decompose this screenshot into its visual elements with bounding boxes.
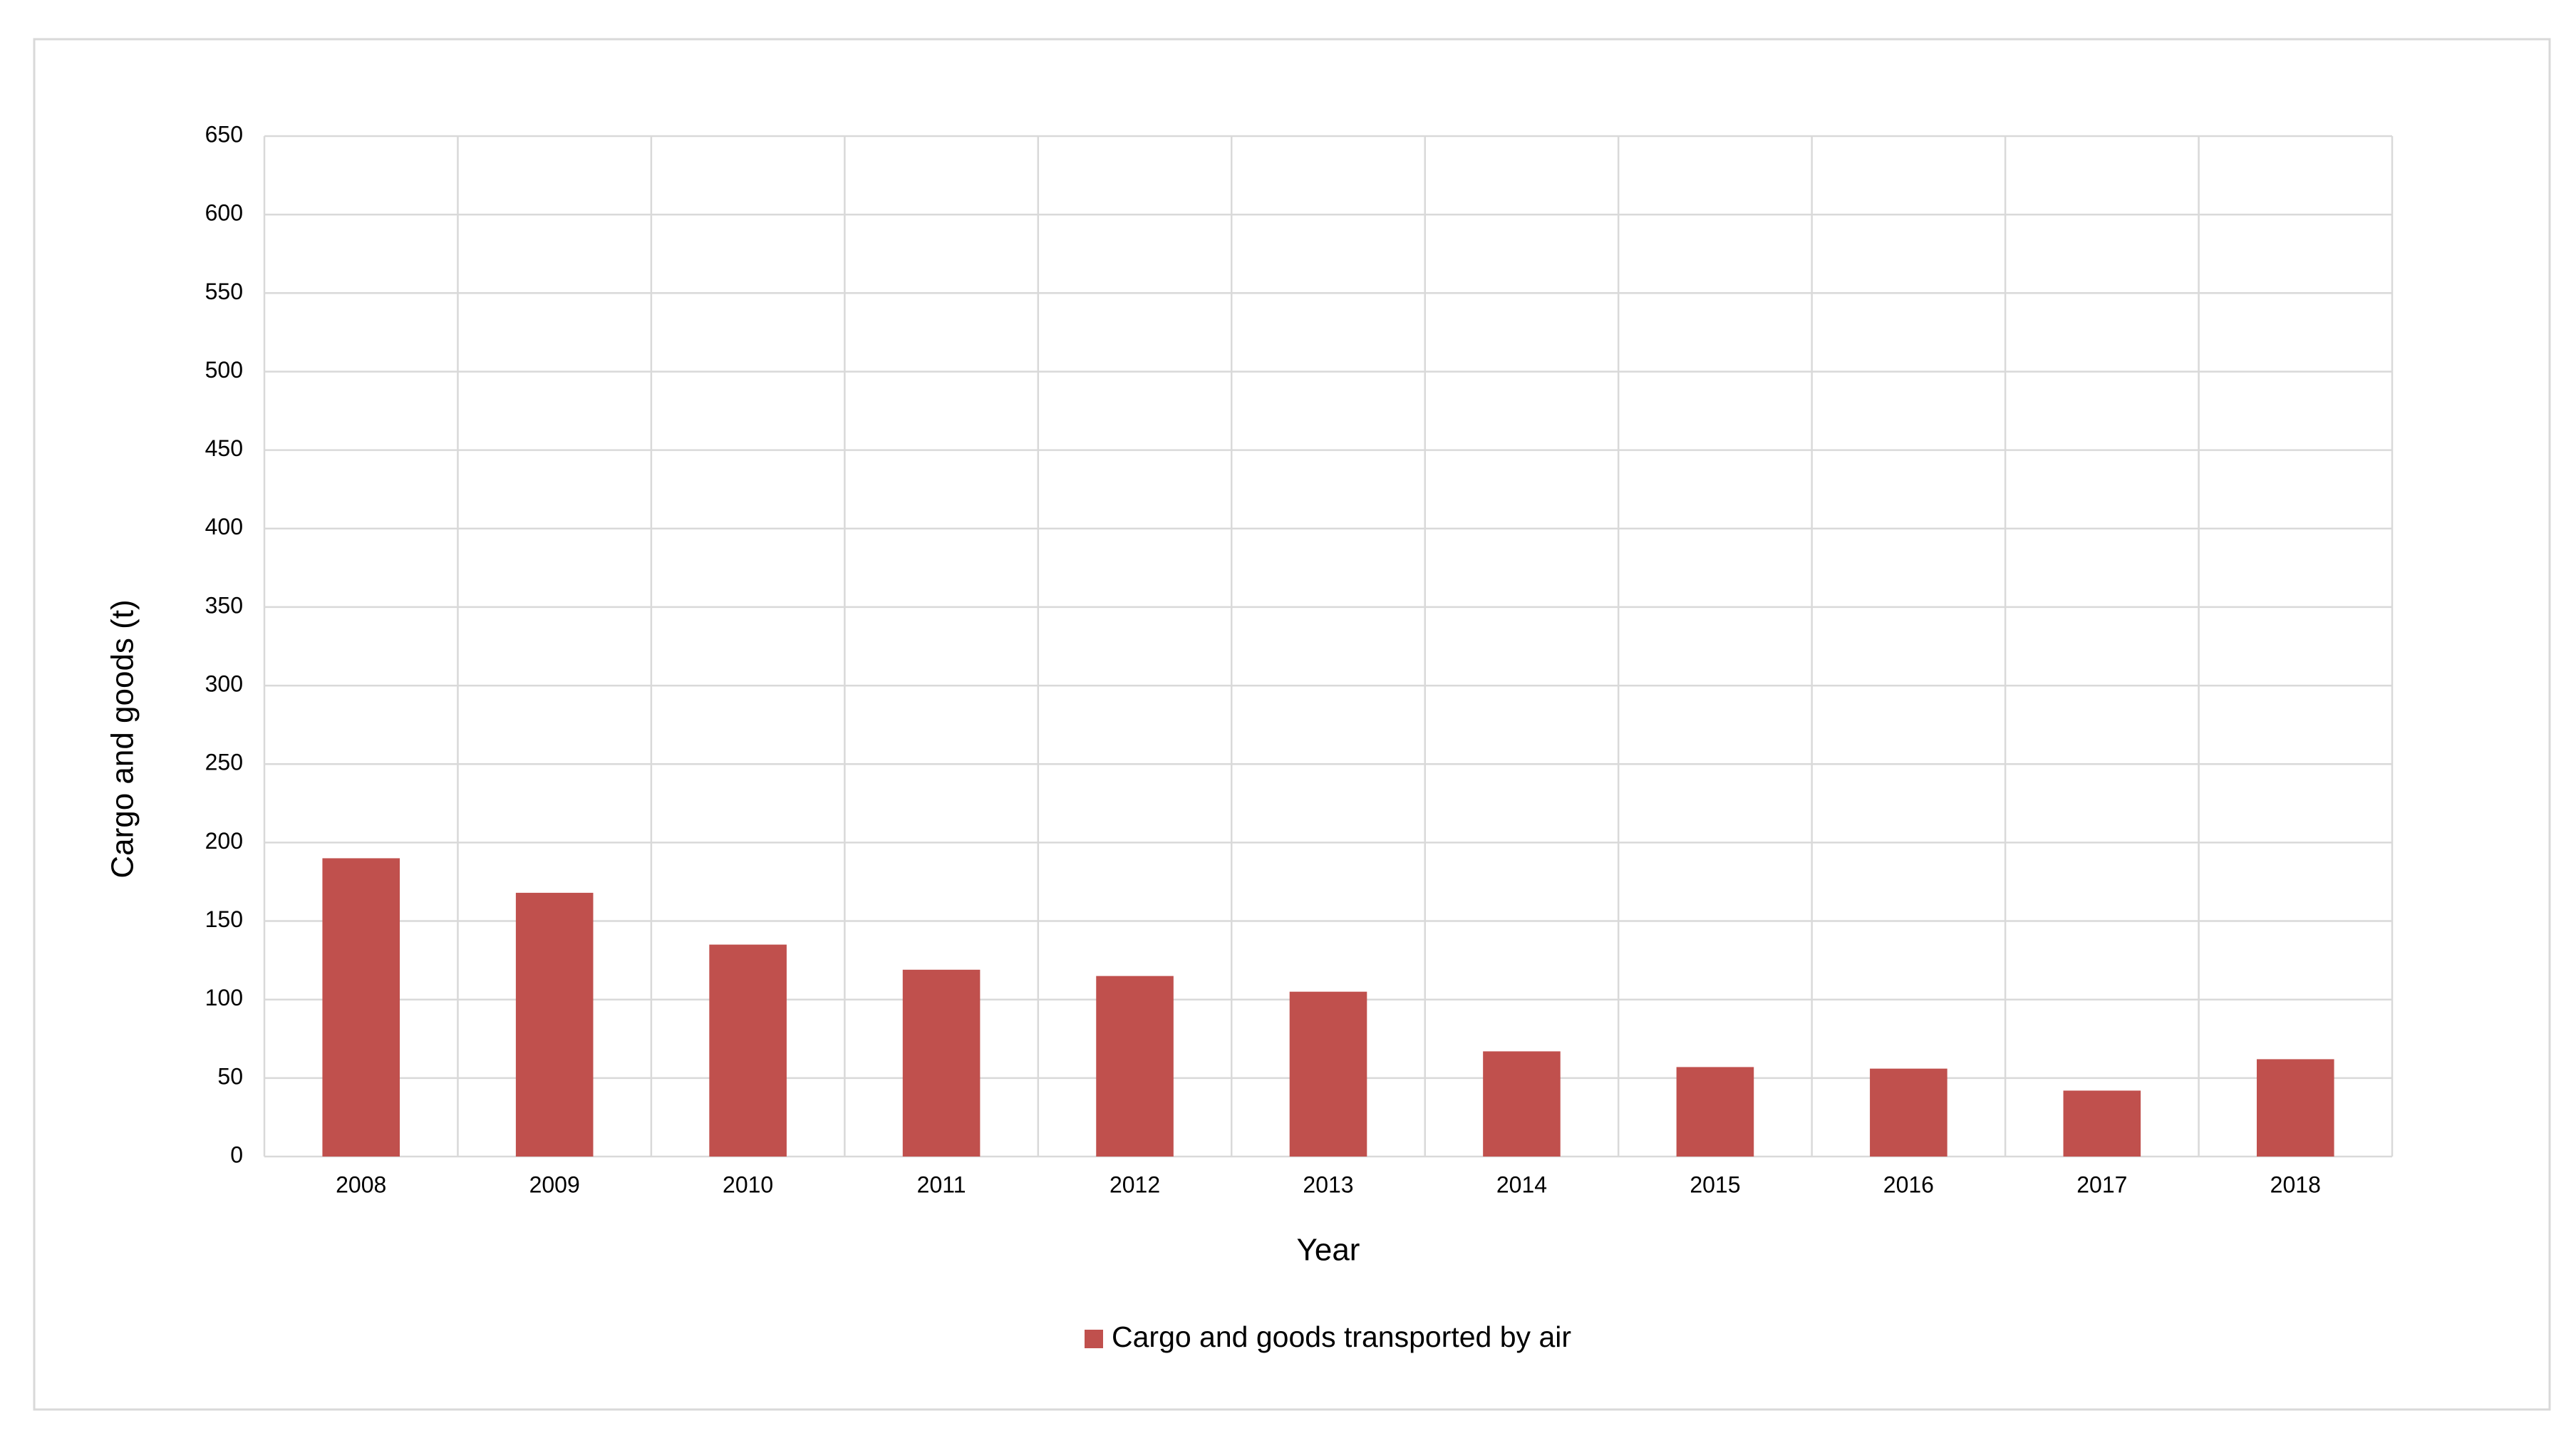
x-tick-label: 2013 <box>1303 1172 1353 1197</box>
bar <box>1870 1068 1947 1157</box>
y-axis-title: Cargo and goods (t) <box>105 599 140 878</box>
x-tick-label: 2016 <box>1883 1172 1934 1197</box>
legend-label: Cargo and goods transported by air <box>1112 1320 1571 1353</box>
legend: Cargo and goods transported by air <box>1085 1320 1571 1353</box>
y-tick-label: 600 <box>205 200 243 226</box>
chart-border <box>33 38 2551 1411</box>
y-tick-label: 550 <box>205 279 243 304</box>
bar <box>1096 976 1174 1157</box>
bar <box>709 944 787 1157</box>
y-tick-label: 300 <box>205 671 243 697</box>
y-tick-label: 50 <box>217 1063 243 1089</box>
y-tick-label: 200 <box>205 828 243 854</box>
bar <box>2063 1090 2141 1157</box>
bar <box>515 892 594 1157</box>
bar <box>1676 1067 1754 1157</box>
bar <box>1289 991 1367 1157</box>
x-tick-label: 2014 <box>1496 1172 1547 1197</box>
y-tick-label: 450 <box>205 435 243 461</box>
bar <box>2256 1059 2334 1157</box>
x-tick-label: 2012 <box>1109 1172 1160 1197</box>
y-tick-label: 400 <box>205 514 243 539</box>
x-tick-label: 2009 <box>529 1172 580 1197</box>
x-tick-label: 2017 <box>2076 1172 2127 1197</box>
y-tick-label: 0 <box>230 1142 243 1167</box>
y-tick-label: 350 <box>205 592 243 618</box>
y-tick-label: 500 <box>205 357 243 383</box>
x-tick-label: 2015 <box>1690 1172 1740 1197</box>
y-tick-label: 650 <box>205 121 243 147</box>
x-tick-label: 2011 <box>917 1172 966 1197</box>
legend-swatch <box>1085 1330 1103 1348</box>
y-tick-label: 150 <box>205 906 243 932</box>
x-tick-label: 2018 <box>2270 1172 2321 1197</box>
bar <box>1483 1051 1561 1157</box>
bar <box>902 969 981 1157</box>
y-tick-label: 250 <box>205 750 243 775</box>
x-axis-title: Year <box>1297 1233 1360 1268</box>
bar <box>322 858 400 1157</box>
x-tick-label: 2008 <box>336 1172 386 1197</box>
x-tick-label: 2010 <box>723 1172 773 1197</box>
y-tick-label: 100 <box>205 985 243 1010</box>
